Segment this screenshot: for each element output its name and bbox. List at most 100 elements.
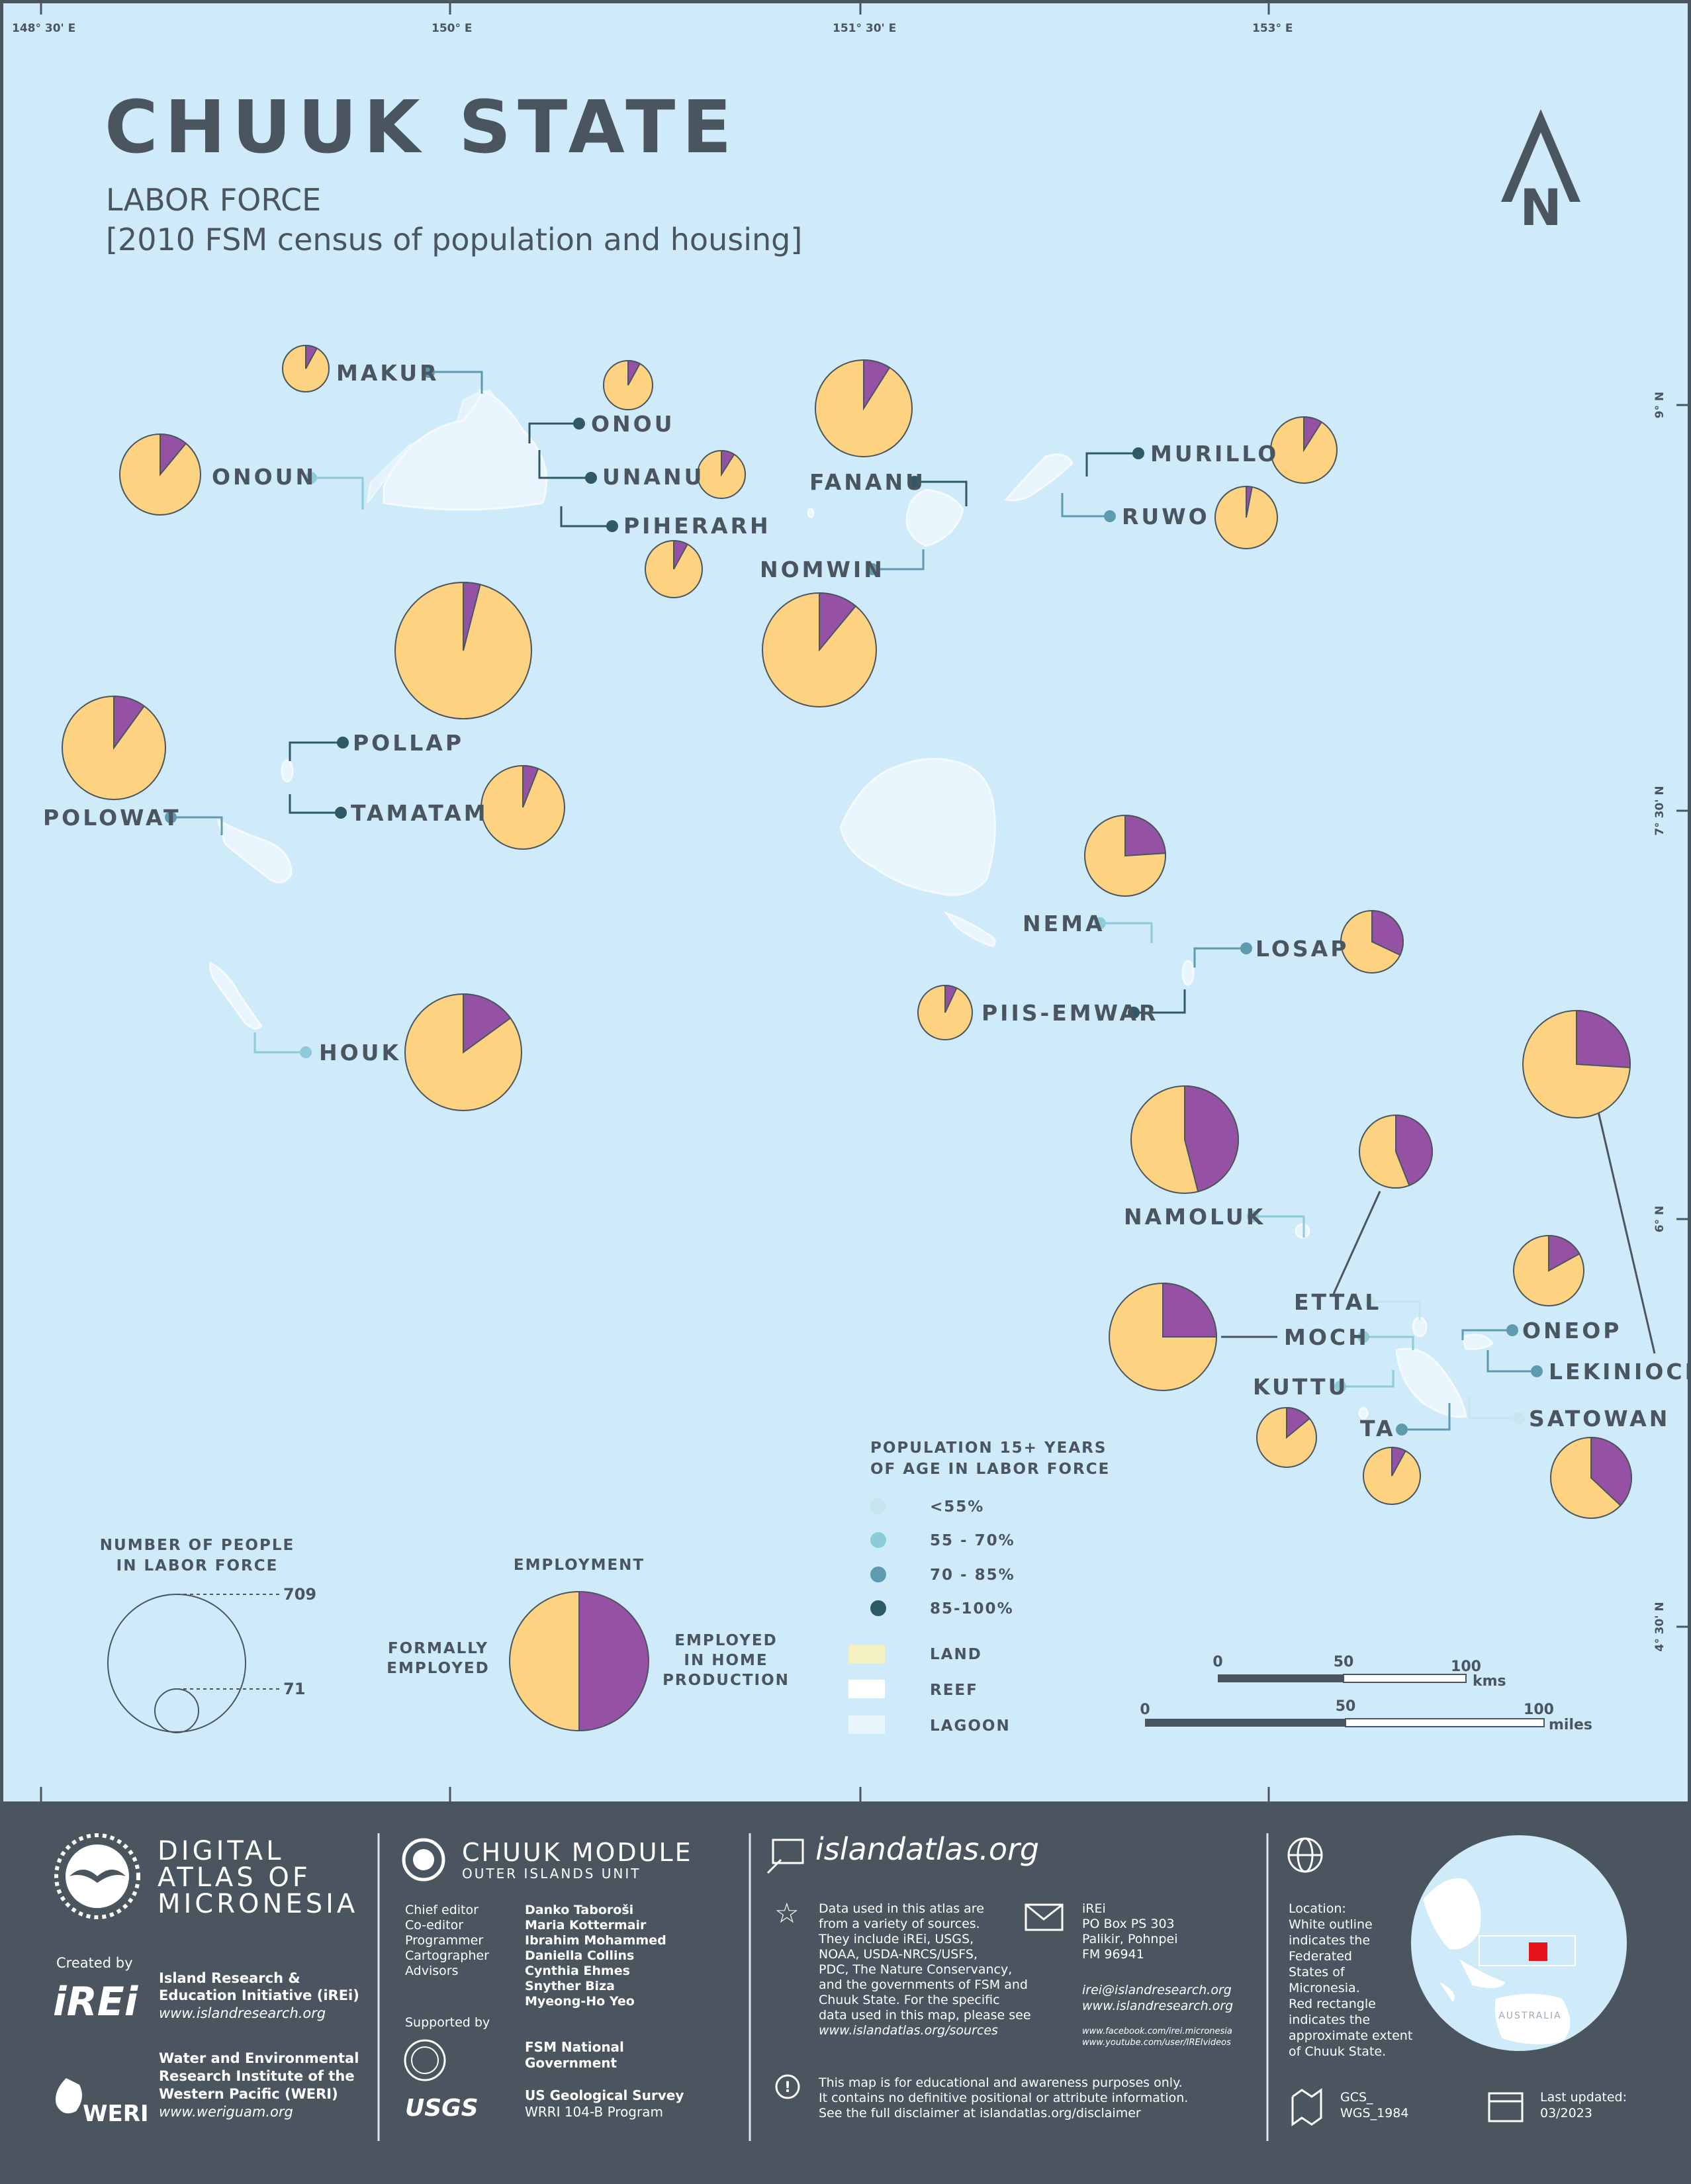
usgs-program: WRRI 104-B Program	[525, 2104, 663, 2120]
svg-text:FM 96941: FM 96941	[1082, 1947, 1144, 1962]
island-label: MOCH	[1284, 1324, 1369, 1350]
svg-text:Ibrahim Mohammed: Ibrahim Mohammed	[525, 1933, 666, 1948]
svg-text:Chief editor: Chief editor	[405, 1903, 479, 1917]
island-label: PIHERARH	[623, 513, 771, 539]
svg-text:!: !	[784, 2079, 791, 2096]
pie-home-slice	[1391, 1446, 1407, 1477]
map-subtitle: LABOR FORCE	[106, 182, 321, 218]
svg-text:indicates the: indicates the	[1289, 1933, 1370, 1948]
svg-text:FORMALLY: FORMALLY	[388, 1640, 488, 1657]
svg-text:Snyther Biza: Snyther Biza	[525, 1979, 615, 1993]
crs-label: WGS_1984	[1340, 2106, 1408, 2120]
island-label: POLLAP	[353, 730, 464, 756]
module-logo-icon	[402, 1838, 445, 1882]
svg-text:IN HOME: IN HOME	[684, 1652, 768, 1669]
svg-text:Palikir, Pohnpei: Palikir, Pohnpei	[1082, 1932, 1178, 1946]
svg-text:OF AGE IN LABOR FORCE: OF AGE IN LABOR FORCE	[870, 1461, 1110, 1478]
pie-home-slice	[1246, 485, 1253, 518]
module-subtitle: OUTER ISLANDS UNIT	[462, 1866, 641, 1882]
svg-text:<55%: <55%	[930, 1498, 984, 1516]
calendar-icon	[1488, 2092, 1524, 2122]
svg-text:EMPLOYED: EMPLOYED	[674, 1632, 777, 1649]
weri-name: Water and Environmental	[159, 2050, 359, 2066]
svg-text:PO Box PS 303: PO Box PS 303	[1082, 1917, 1175, 1931]
locator-globe: AUSTRALIA	[1411, 1835, 1627, 2051]
employment-legend: EMPLOYMENT FORMALLY EMPLOYED EMPLOYED IN…	[387, 1557, 790, 1732]
svg-text:kms: kms	[1473, 1673, 1506, 1690]
svg-text:Red rectangle: Red rectangle	[1289, 1997, 1376, 2011]
weri-url[interactable]: www.weriguam.org	[159, 2104, 293, 2120]
svg-text:85-100%: 85-100%	[930, 1600, 1014, 1617]
island-label: TA	[1360, 1416, 1396, 1441]
svg-text:PDC, The Nature Conservancy,: PDC, The Nature Conservancy,	[819, 1962, 1012, 1977]
svg-text:States of: States of	[1289, 1965, 1346, 1979]
size-legend: NUMBER OF PEOPLE IN LABOR FORCE 709 71	[100, 1537, 316, 1733]
facebook-link[interactable]: www.facebook.com/irei.micronesia	[1082, 2026, 1232, 2036]
island-label: MURILLO	[1150, 441, 1279, 467]
island-label: NAMOLUK	[1124, 1204, 1265, 1230]
pie-home-slice	[1124, 814, 1166, 857]
svg-text:www.islandatlas.org/sources: www.islandatlas.org/sources	[819, 2023, 998, 2038]
island-label: SATOWAN	[1529, 1406, 1670, 1432]
graticule	[40, 0, 1691, 1803]
site-link[interactable]: islandatlas.org	[815, 1831, 1039, 1867]
pie-charts	[62, 344, 1632, 1519]
svg-text:PRODUCTION: PRODUCTION	[663, 1672, 790, 1689]
svg-text:EMPLOYED: EMPLOYED	[387, 1660, 489, 1677]
pie-home-slice	[160, 433, 187, 477]
pie-home-slice	[627, 359, 641, 386]
svg-text:of Chuuk State.: of Chuuk State.	[1289, 2044, 1386, 2059]
island-label: MAKUR	[336, 360, 439, 386]
pie-home-slice	[863, 359, 891, 411]
globe-icon	[1287, 1837, 1323, 1873]
pie-home-slice	[721, 449, 735, 477]
svg-text:709: 709	[283, 1585, 316, 1604]
atlas-logo-icon	[54, 1833, 140, 1919]
svg-text:70 - 85%: 70 - 85%	[930, 1567, 1015, 1584]
youtube-link[interactable]: www.youtube.com/user/IREIvideos	[1082, 2038, 1231, 2048]
svg-text:IN LABOR FORCE: IN LABOR FORCE	[116, 1557, 279, 1574]
svg-text:See the full disclaimer at isl: See the full disclaimer at islandatlas.o…	[819, 2106, 1141, 2120]
credit-names: Danko Taboroši Maria Kottermair Ibrahim …	[525, 1903, 666, 2009]
atoll-shapes	[209, 388, 1494, 1420]
svg-text:71: 71	[283, 1680, 305, 1698]
island-label: KUTTU	[1253, 1374, 1348, 1400]
map-title: CHUUK STATE	[105, 85, 738, 169]
svg-text:Cartographer: Cartographer	[405, 1948, 489, 1963]
svg-text:Federated: Federated	[1289, 1949, 1352, 1964]
credit-roles: Chief editor Co-editor Programmer Cartog…	[405, 1903, 489, 1978]
weri-logo-icon	[56, 2078, 82, 2114]
updated-label: Last updated:	[1540, 2090, 1627, 2105]
star-icon: ☆	[774, 1897, 800, 1929]
pie-home-slice	[1395, 1114, 1433, 1187]
island-label: NEMA	[1023, 911, 1105, 936]
pie-home-slice	[305, 344, 318, 369]
web-link[interactable]: www.islandresearch.org	[1082, 1999, 1233, 2013]
supported-by-label: Supported by	[405, 2015, 490, 2030]
pie-home-slice	[463, 993, 512, 1054]
svg-text:Myeong-Ho Yeo: Myeong-Ho Yeo	[525, 1994, 635, 2009]
svg-text:iREi: iREi	[1082, 1901, 1106, 1916]
footer-panel	[0, 1803, 1691, 2184]
pie-home-slice	[1590, 1436, 1632, 1507]
svg-text:Advisors: Advisors	[405, 1964, 458, 1978]
created-by-label: Created by	[56, 1955, 133, 1971]
svg-text:100: 100	[1524, 1702, 1554, 1718]
atlas-name: MICRONESIA	[158, 1889, 358, 1919]
disclaimer-text: This map is for educational and awarenes…	[818, 2075, 1188, 2120]
fsm-name: FSM National	[525, 2039, 624, 2055]
mail-icon	[1025, 1903, 1064, 1931]
svg-text:Cynthia Ehmes: Cynthia Ehmes	[525, 1964, 630, 1978]
email-link[interactable]: irei@islandresearch.org	[1082, 1983, 1232, 1997]
svg-text:and the governments of FSM and: and the governments of FSM and	[819, 1978, 1028, 1992]
svg-text:This map is for educational an: This map is for educational and awarenes…	[818, 2075, 1183, 2090]
irei-url[interactable]: www.islandresearch.org	[159, 2005, 326, 2021]
sources-text: Data used in this atlas are from a varie…	[818, 1901, 1031, 2038]
svg-text:Data used in this atlas are: Data used in this atlas are	[819, 1901, 984, 1916]
svg-text:0: 0	[1140, 1702, 1150, 1718]
irei-name: Island Research &	[159, 1970, 300, 1986]
island-label: TAMATAM	[351, 800, 488, 826]
weri-name: Western Pacific (WERI)	[159, 2086, 338, 2102]
atlas-name: DIGITAL	[158, 1836, 284, 1866]
svg-text:White outline: White outline	[1289, 1917, 1373, 1932]
